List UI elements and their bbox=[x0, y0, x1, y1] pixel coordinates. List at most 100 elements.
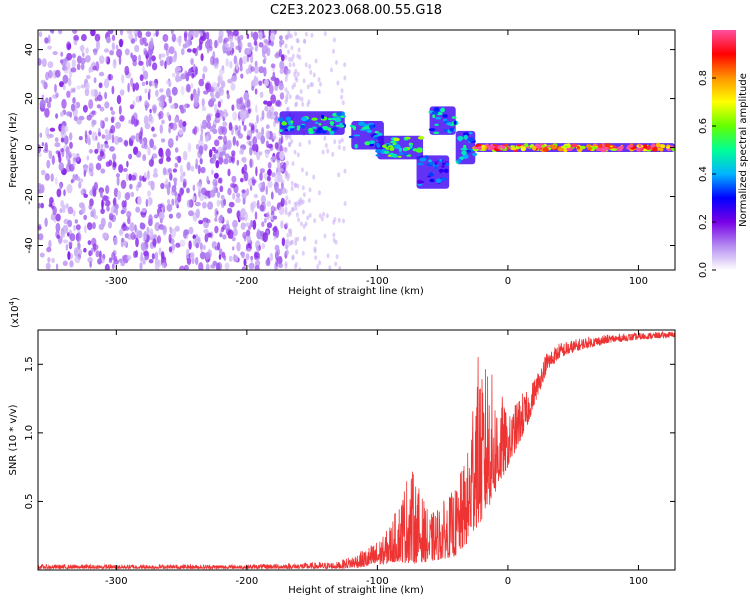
heatmap-cell bbox=[154, 222, 161, 232]
heatmap-cell bbox=[183, 264, 189, 270]
heatmap-cell bbox=[284, 148, 288, 153]
heatmap-cell bbox=[198, 78, 205, 87]
heatmap-cell bbox=[294, 182, 298, 188]
snr-x-ticks: -300 -200 -100 0 100 bbox=[105, 330, 648, 587]
heatmap-cell bbox=[298, 55, 302, 60]
heatmap-cell bbox=[321, 149, 325, 155]
heatmap-cell bbox=[106, 36, 111, 44]
heatmap-cell bbox=[48, 239, 52, 249]
heatmap-cell bbox=[168, 95, 173, 104]
heatmap-cell bbox=[101, 134, 106, 139]
colorbar-tick-label: 0.4 bbox=[698, 166, 709, 182]
heatmap-cell bbox=[55, 113, 59, 119]
x-tick-label: -200 bbox=[236, 576, 259, 587]
heatmap-cell bbox=[156, 235, 162, 244]
heatmap-cell bbox=[211, 158, 216, 164]
heatmap-cell bbox=[296, 127, 300, 131]
heatmap-cell bbox=[240, 222, 246, 230]
heatmap-cell bbox=[175, 74, 181, 83]
heatmap-cell bbox=[279, 161, 285, 169]
heatmap-cell bbox=[90, 30, 96, 37]
y-tick-label: 40 bbox=[24, 43, 35, 56]
heatmap-cell bbox=[185, 72, 190, 82]
heatmap-cell bbox=[266, 175, 271, 182]
heatmap-cell bbox=[313, 248, 317, 254]
heatmap-cell bbox=[126, 210, 132, 218]
heatmap-cell bbox=[259, 151, 263, 156]
heatmap-cell bbox=[137, 196, 142, 206]
heatmap-cell bbox=[198, 262, 204, 270]
heatmap-cell bbox=[55, 213, 61, 222]
heatmap-cell bbox=[138, 60, 144, 66]
heatmap-cell bbox=[190, 83, 194, 89]
heatmap-cell bbox=[299, 197, 303, 203]
heatmap-cell bbox=[156, 262, 162, 268]
heatmap-cell bbox=[321, 130, 327, 134]
heatmap-cell bbox=[550, 144, 557, 150]
heatmap-cell bbox=[153, 168, 158, 175]
heatmap-cell bbox=[98, 82, 103, 89]
heatmap-cell bbox=[77, 242, 81, 250]
heatmap-cell bbox=[244, 222, 251, 227]
heatmap-cell bbox=[131, 115, 136, 125]
heatmap-cell bbox=[92, 119, 97, 125]
heatmap-cell bbox=[337, 172, 341, 178]
heatmap-cell bbox=[306, 84, 310, 90]
heatmap-band bbox=[351, 121, 384, 150]
heatmap-cell bbox=[122, 222, 126, 228]
heatmap-cell bbox=[278, 255, 283, 263]
colorbar-tick-label: 0.6 bbox=[698, 118, 709, 134]
heatmap-cell bbox=[159, 124, 163, 134]
heatmap-cell bbox=[108, 221, 112, 229]
heatmap-cell bbox=[205, 252, 211, 260]
heatmap-cell bbox=[223, 135, 227, 145]
heatmap-cell bbox=[234, 255, 239, 262]
heatmap-cell bbox=[472, 152, 478, 157]
heatmap-cell bbox=[124, 233, 129, 239]
heatmap-cell bbox=[308, 130, 315, 135]
heatmap-cell bbox=[246, 33, 250, 40]
heatmap-cell bbox=[98, 71, 105, 77]
heatmap-cell bbox=[48, 97, 52, 103]
heatmap-cell bbox=[318, 213, 322, 219]
heatmap-cell bbox=[457, 136, 464, 141]
snr-frame bbox=[37, 329, 676, 571]
heatmap-cell bbox=[241, 252, 245, 259]
heatmap-cell bbox=[144, 88, 148, 94]
heatmap-cell bbox=[204, 82, 210, 91]
heatmap-cell bbox=[225, 58, 229, 67]
heatmap-cell bbox=[302, 192, 306, 198]
heatmap-cell bbox=[72, 158, 76, 167]
heatmap-feature bbox=[277, 111, 347, 135]
heatmap-cell bbox=[104, 55, 108, 63]
heatmap-cell bbox=[119, 39, 123, 48]
heatmap-cell bbox=[44, 37, 49, 44]
heatmap-cell bbox=[341, 100, 345, 106]
heatmap-cell bbox=[175, 67, 182, 72]
heatmap-cell bbox=[190, 165, 195, 172]
heatmap-cell bbox=[202, 73, 206, 81]
heatmap-cell bbox=[342, 218, 345, 224]
heatmap-cell bbox=[47, 101, 51, 109]
x-tick-label: -300 bbox=[105, 576, 128, 587]
heatmap-cell bbox=[230, 49, 234, 56]
heatmap-cell bbox=[66, 90, 71, 99]
heatmap-cell bbox=[510, 145, 515, 148]
heatmap-cell bbox=[274, 250, 279, 261]
heatmap-cell bbox=[438, 169, 445, 172]
heatmap-cell bbox=[324, 143, 328, 148]
heatmap-cell bbox=[139, 175, 143, 182]
heatmap-cell bbox=[267, 181, 273, 188]
heatmap-cell bbox=[213, 63, 219, 69]
heatmap-cell bbox=[228, 255, 233, 262]
heatmap-cell bbox=[291, 206, 295, 212]
heatmap-cell bbox=[284, 206, 288, 212]
heatmap-cell bbox=[576, 145, 580, 150]
heatmap-cell bbox=[236, 140, 239, 147]
heatmap-cell bbox=[92, 243, 99, 251]
spectrogram-heatmap bbox=[38, 30, 675, 270]
heatmap-cell bbox=[440, 107, 445, 113]
heatmap-cell bbox=[41, 58, 47, 68]
spectrogram-y-ticks: -40 -20 0 20 40 bbox=[24, 43, 675, 254]
heatmap-cell bbox=[258, 31, 263, 40]
